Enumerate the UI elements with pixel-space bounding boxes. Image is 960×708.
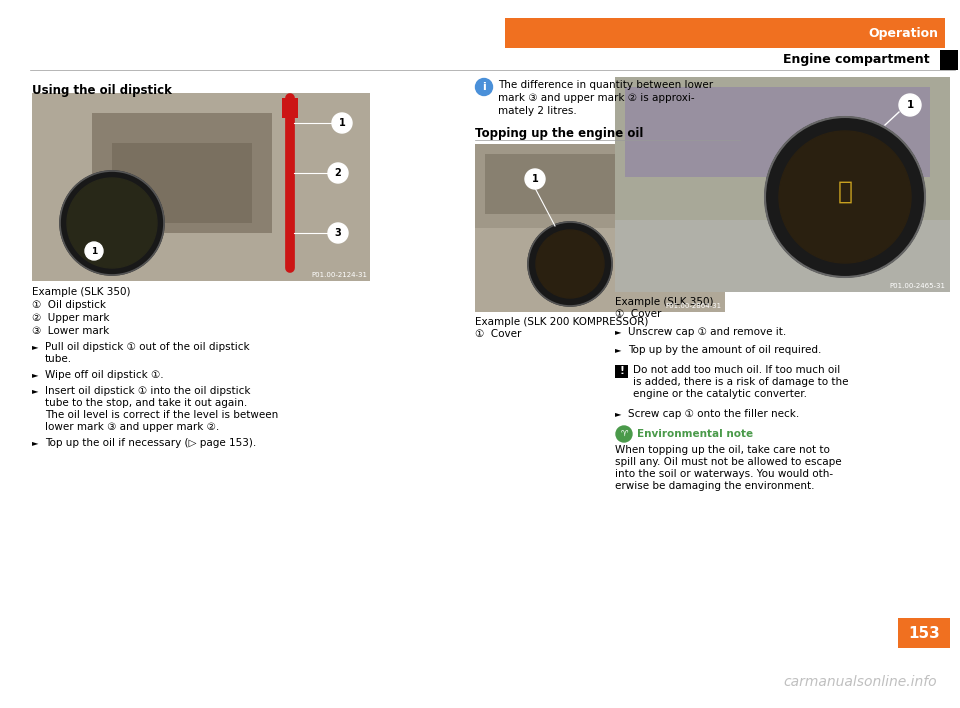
Text: ①  Oil dipstick: ① Oil dipstick xyxy=(32,300,106,310)
Text: ②  Upper mark: ② Upper mark xyxy=(32,313,109,323)
Bar xyxy=(898,618,950,648)
Text: Topping up the engine oil: Topping up the engine oil xyxy=(475,127,643,140)
Text: Environmental note: Environmental note xyxy=(637,429,754,439)
Text: ①  Cover: ① Cover xyxy=(615,309,661,319)
Bar xyxy=(505,18,945,48)
Bar xyxy=(615,365,628,378)
Text: into the soil or waterways. You would oth-: into the soil or waterways. You would ot… xyxy=(615,469,833,479)
Text: ►: ► xyxy=(615,345,621,354)
Text: !: ! xyxy=(619,367,624,377)
Circle shape xyxy=(328,223,348,243)
Bar xyxy=(92,113,272,233)
Bar xyxy=(615,77,950,292)
Text: carmanualsonline.info: carmanualsonline.info xyxy=(783,675,937,689)
Text: 1: 1 xyxy=(906,100,914,110)
Circle shape xyxy=(779,131,911,263)
Bar xyxy=(940,50,958,70)
Text: ►: ► xyxy=(32,438,38,447)
Text: 1: 1 xyxy=(91,246,97,256)
Text: ►: ► xyxy=(615,327,621,336)
Text: 3: 3 xyxy=(335,228,342,238)
Text: ⛽: ⛽ xyxy=(837,180,852,204)
Circle shape xyxy=(85,242,103,260)
Text: Example (SLK 350): Example (SLK 350) xyxy=(32,287,131,297)
Text: Example (SLK 350): Example (SLK 350) xyxy=(615,297,713,307)
Text: ►: ► xyxy=(615,409,621,418)
Bar xyxy=(32,93,370,281)
Text: When topping up the oil, take care not to: When topping up the oil, take care not t… xyxy=(615,445,829,455)
Text: ①  Cover: ① Cover xyxy=(475,329,521,339)
Text: ►: ► xyxy=(32,370,38,379)
Bar xyxy=(475,144,725,312)
Text: Operation: Operation xyxy=(868,26,938,40)
Text: tube to the stop, and take it out again.: tube to the stop, and take it out again. xyxy=(45,398,248,408)
Text: ③  Lower mark: ③ Lower mark xyxy=(32,326,109,336)
Bar xyxy=(282,98,298,118)
Text: Engine compartment: Engine compartment xyxy=(783,54,930,67)
Text: mark ③ and upper mark ② is approxi-: mark ③ and upper mark ② is approxi- xyxy=(498,93,695,103)
Text: spill any. Oil must not be allowed to escape: spill any. Oil must not be allowed to es… xyxy=(615,457,842,467)
Text: 1: 1 xyxy=(339,118,346,128)
Circle shape xyxy=(765,117,925,277)
Circle shape xyxy=(899,94,921,116)
Text: The oil level is correct if the level is between: The oil level is correct if the level is… xyxy=(45,410,278,420)
Text: tube.: tube. xyxy=(45,354,72,364)
Text: engine or the catalytic converter.: engine or the catalytic converter. xyxy=(633,389,807,399)
Text: Unscrew cap ① and remove it.: Unscrew cap ① and remove it. xyxy=(628,327,786,337)
Text: 1: 1 xyxy=(532,174,539,184)
Text: mately 2 litres.: mately 2 litres. xyxy=(498,106,577,116)
Circle shape xyxy=(332,113,352,133)
Text: 2: 2 xyxy=(335,168,342,178)
Circle shape xyxy=(60,171,164,275)
Bar xyxy=(625,87,930,177)
Text: P01.00-2124-31: P01.00-2124-31 xyxy=(311,272,367,278)
Circle shape xyxy=(525,169,545,189)
Circle shape xyxy=(616,426,632,442)
Text: is added, there is a risk of damage to the: is added, there is a risk of damage to t… xyxy=(633,377,849,387)
Text: Top up the oil if necessary (▷ page 153).: Top up the oil if necessary (▷ page 153)… xyxy=(45,438,256,448)
Text: Do not add too much oil. If too much oil: Do not add too much oil. If too much oil xyxy=(633,365,840,375)
Text: lower mark ③ and upper mark ②.: lower mark ③ and upper mark ②. xyxy=(45,422,219,432)
Text: 153: 153 xyxy=(908,625,940,641)
Text: P01.00-2465-31: P01.00-2465-31 xyxy=(889,283,945,289)
Bar xyxy=(112,143,252,223)
Text: Wipe off oil dipstick ①.: Wipe off oil dipstick ①. xyxy=(45,370,163,380)
Text: Example (SLK 200 KOMPRESSOR): Example (SLK 200 KOMPRESSOR) xyxy=(475,317,648,327)
Circle shape xyxy=(475,79,492,96)
Text: The difference in quantity between lower: The difference in quantity between lower xyxy=(498,80,713,90)
Circle shape xyxy=(67,178,157,268)
Text: Insert oil dipstick ① into the oil dipstick: Insert oil dipstick ① into the oil dipst… xyxy=(45,386,251,396)
Text: Pull oil dipstick ① out of the oil dipstick: Pull oil dipstick ① out of the oil dipst… xyxy=(45,342,250,352)
Text: ►: ► xyxy=(32,342,38,351)
Text: i: i xyxy=(482,82,486,92)
Bar xyxy=(475,144,725,228)
Text: Using the oil dipstick: Using the oil dipstick xyxy=(32,84,172,97)
Text: Screw cap ① onto the filler neck.: Screw cap ① onto the filler neck. xyxy=(628,409,800,419)
Text: erwise be damaging the environment.: erwise be damaging the environment. xyxy=(615,481,814,491)
Text: ♈: ♈ xyxy=(620,430,628,438)
Text: ►: ► xyxy=(32,386,38,395)
Text: P01.00-2864-31: P01.00-2864-31 xyxy=(666,303,722,309)
Circle shape xyxy=(536,230,604,298)
Circle shape xyxy=(528,222,612,306)
Text: Top up by the amount of oil required.: Top up by the amount of oil required. xyxy=(628,345,822,355)
Bar xyxy=(615,77,950,220)
Circle shape xyxy=(328,163,348,183)
Bar xyxy=(485,154,715,214)
